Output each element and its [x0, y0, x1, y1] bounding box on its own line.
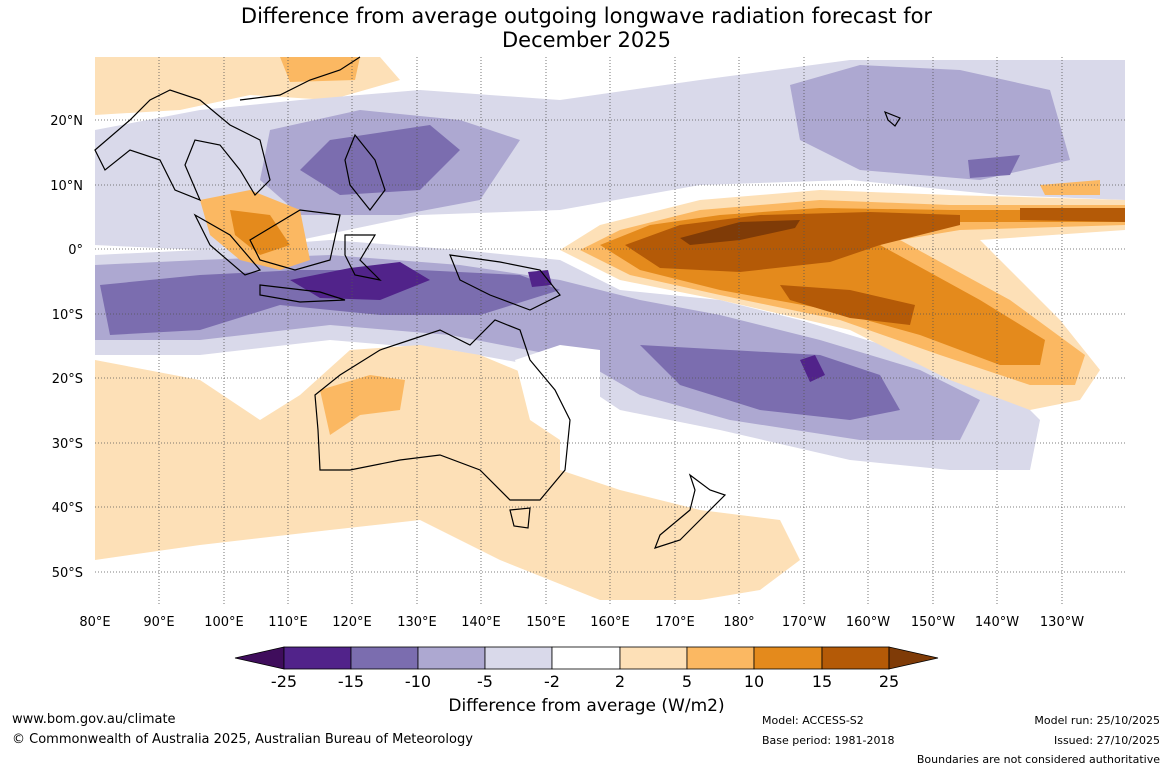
- colorbar-swatch: [484, 646, 553, 670]
- china-coast: [239, 56, 361, 101]
- anomaly-region: [780, 285, 915, 325]
- longitude-labels: 80°E 90°E 100°E 110°E 120°E 130°E 140°E …: [79, 615, 1084, 630]
- anomaly-region: [95, 345, 800, 600]
- lon-label: 150°W: [911, 615, 955, 630]
- lon-label: 140°E: [461, 615, 501, 630]
- lon-label: 180°: [723, 615, 754, 630]
- colorbar-ticks: -25 -15 -10 -5 -2 2 5 10 15 25: [271, 672, 899, 691]
- anomaly-region: [640, 345, 900, 420]
- lon-label: 110°E: [268, 615, 308, 630]
- anomaly-region: [1020, 208, 1125, 222]
- lon-label: 150°E: [526, 615, 566, 630]
- latitude-labels: 20°N 10°N 0° 10°S 20°S 30°S 40°S 50°S: [50, 114, 83, 581]
- colorbar-swatch: [283, 646, 352, 670]
- new-zealand-coast: [653, 473, 727, 549]
- sumatra-coast: [193, 213, 262, 276]
- issued-text: Issued: 27/10/2025: [1053, 734, 1160, 747]
- new-guinea-coast: [449, 254, 561, 311]
- lat-label: 20°S: [52, 372, 83, 387]
- colorbar-tick-label: -25: [271, 672, 297, 691]
- anomaly-region: [230, 210, 290, 255]
- java-coast: [259, 284, 346, 303]
- colorbar-tick-label: 2: [615, 672, 625, 691]
- model-text: Model: ACCESS-S2: [762, 714, 864, 727]
- anomaly-region: [320, 375, 405, 435]
- colorbar-tick-label: -10: [405, 672, 431, 691]
- colorbar-swatch: [350, 646, 419, 670]
- map-title: Difference from average outgoing longwav…: [0, 4, 1173, 52]
- colorbar-tick-label: 15: [812, 672, 832, 691]
- map-title-line1: Difference from average outgoing longwav…: [240, 4, 933, 28]
- tasmania-coast: [509, 507, 531, 529]
- lat-label: 10°N: [50, 179, 83, 194]
- hawaii-coast: [883, 110, 901, 127]
- anomaly-region: [790, 65, 1070, 180]
- anomaly-region: [968, 155, 1020, 178]
- anomaly-region: [625, 212, 960, 272]
- colorbar-tick-label: 5: [682, 672, 692, 691]
- lat-label: 30°S: [52, 437, 83, 452]
- colorbar-tick-label: -2: [544, 672, 560, 691]
- borneo-coast: [249, 209, 341, 271]
- anomaly-region: [280, 57, 360, 82]
- lon-label: 120°E: [332, 615, 372, 630]
- lon-label: 80°E: [79, 615, 110, 630]
- anomaly-region: [300, 125, 460, 195]
- lon-label: 130°W: [1040, 615, 1084, 630]
- anomaly-region: [680, 220, 800, 245]
- coastlines: [94, 56, 901, 549]
- anomaly-region: [515, 345, 600, 440]
- disclaimer-text: Boundaries are not considered authoritat…: [916, 753, 1160, 766]
- anomaly-region: [1040, 180, 1100, 195]
- lon-label: 170°E: [655, 615, 695, 630]
- australia-coast: [314, 319, 571, 501]
- colorbar: [234, 646, 939, 670]
- colorbar-title: Difference from average (W/m2): [448, 696, 725, 716]
- colorbar-swatch: [551, 646, 621, 670]
- asia-coast: [94, 89, 271, 202]
- site-link[interactable]: www.bom.gov.au/climate: [12, 712, 176, 727]
- model-run-text: Model run: 25/10/2025: [1034, 714, 1160, 727]
- lon-label: 160°W: [846, 615, 890, 630]
- anomaly-region: [800, 355, 825, 382]
- lon-label: 160°E: [590, 615, 630, 630]
- graticule: [95, 57, 1125, 605]
- philippines-coast: [344, 133, 386, 211]
- lon-label: 140°W: [975, 615, 1019, 630]
- lon-label: 100°E: [204, 615, 244, 630]
- colorbar-swatch: [417, 646, 486, 670]
- lat-label: 0°: [68, 243, 83, 258]
- colorbar-arrow-min: [234, 646, 285, 670]
- lat-label: 50°S: [52, 566, 83, 581]
- anomaly-fields: [95, 57, 1125, 600]
- copyright-text: © Commonwealth of Australia 2025, Austra…: [12, 732, 473, 747]
- lon-label: 90°E: [143, 615, 174, 630]
- colorbar-tick-label: -5: [477, 672, 493, 691]
- lon-label: 130°E: [397, 615, 437, 630]
- anomaly-region: [528, 270, 552, 287]
- colorbar-tick-label: 10: [744, 672, 764, 691]
- anomaly-region: [100, 270, 560, 335]
- colorbar-tick-label: 25: [879, 672, 899, 691]
- sulawesi-coast: [344, 234, 382, 281]
- colorbar-swatch: [619, 646, 688, 670]
- colorbar-swatch: [686, 646, 755, 670]
- anomaly-region: [290, 262, 430, 300]
- lon-label: 170°W: [782, 615, 826, 630]
- colorbar-swatch: [821, 646, 890, 670]
- colorbar-arrow-max: [888, 646, 939, 670]
- lat-label: 20°N: [50, 114, 83, 129]
- map-title-line2: December 2025: [501, 28, 671, 52]
- lat-label: 40°S: [52, 501, 83, 516]
- lat-label: 10°S: [52, 308, 83, 323]
- colorbar-swatch: [753, 646, 823, 670]
- base-period-text: Base period: 1981-2018: [762, 734, 895, 747]
- colorbar-tick-label: -15: [338, 672, 364, 691]
